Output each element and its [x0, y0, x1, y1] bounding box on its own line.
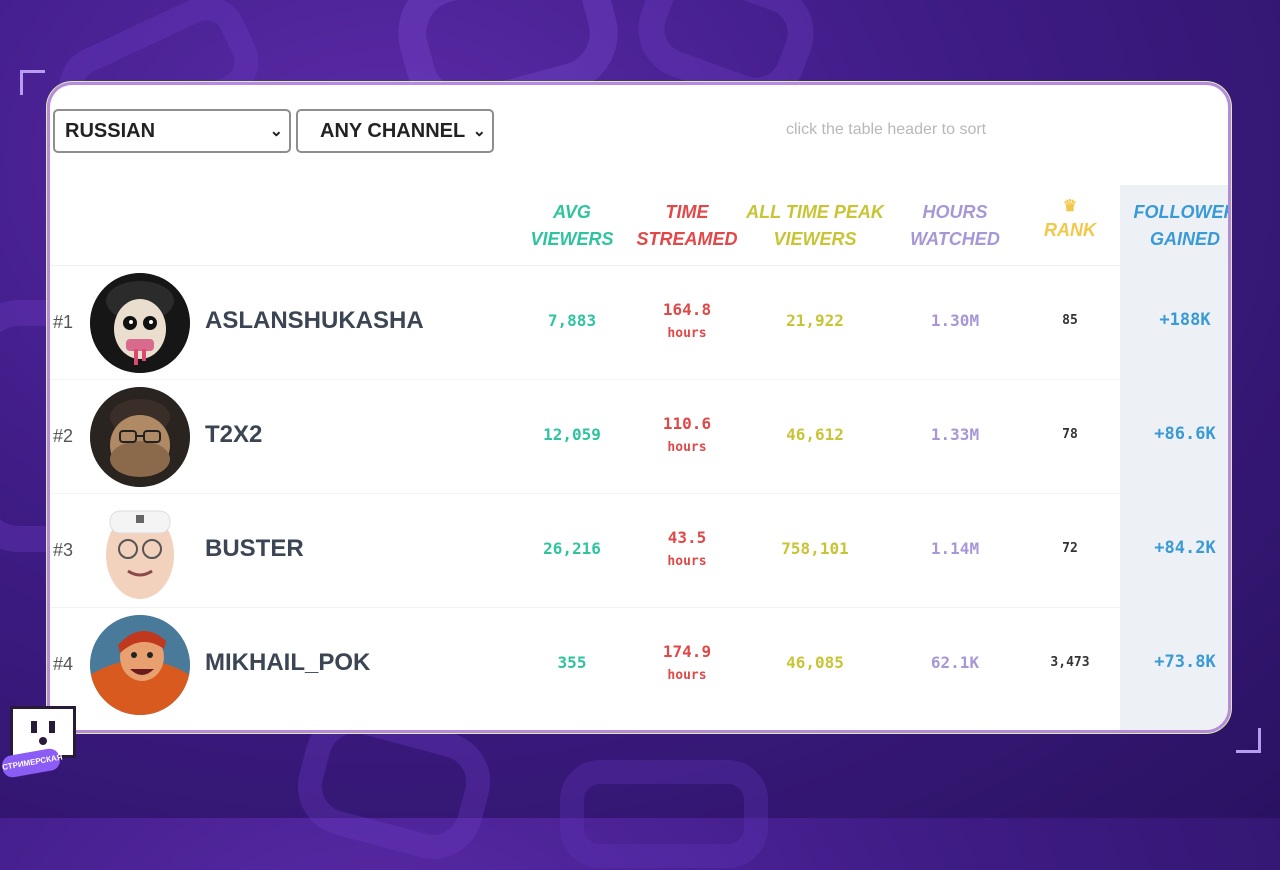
avatar-image [106, 510, 174, 599]
peak-viewers-value: 758,101 [781, 539, 849, 558]
avatar[interactable] [90, 615, 190, 715]
followers-gained-value: +84.2K [1154, 538, 1216, 558]
row-divider [50, 493, 1120, 494]
logo-eye [31, 721, 37, 733]
time-value: 164.8 [662, 300, 712, 319]
time-streamed-value: 110.6 hours [635, 412, 739, 460]
avg-viewers-value: 12,059 [543, 425, 601, 444]
avg-viewers-value: 7,883 [547, 311, 597, 330]
header-line: WATCHED [910, 229, 1000, 249]
followers-gained-value: +73.8K [1154, 652, 1216, 672]
peak-viewers-value: 46,085 [786, 653, 844, 672]
rank-value: 72 [1062, 541, 1078, 556]
hours-watched-value: 1.33M [930, 425, 980, 444]
header-line: VIEWERS [773, 229, 857, 249]
time-streamed-value: 43.5 hours [635, 526, 739, 574]
table-row[interactable]: #3 BUSTER 26,216 43.5 hours 758,101 1.14… [50, 494, 1228, 608]
background-shape [560, 760, 768, 868]
header-line: FOLLOWER [1133, 202, 1229, 222]
time-value: 43.5 [667, 528, 707, 547]
time-unit: hours [667, 668, 707, 683]
column-header-time-streamed[interactable]: TIME STREAMED [635, 199, 739, 253]
peak-viewers-value: 46,612 [786, 425, 844, 444]
follower-column-highlight [1120, 185, 1228, 730]
header-divider [50, 265, 1120, 266]
header-line: TIME [665, 202, 709, 222]
sort-hint: click the table header to sort [786, 121, 987, 138]
time-unit: hours [667, 440, 707, 455]
hours-watched-value: 62.1K [930, 653, 980, 672]
header-line: RANK [1044, 220, 1096, 240]
avg-viewers-value: 355 [557, 653, 587, 672]
avg-viewers-value: 26,216 [543, 539, 601, 558]
row-divider [50, 607, 1120, 608]
table-row[interactable]: #4 MIKHAIL_POK 355 174.9 hours 46,085 62… [50, 608, 1228, 722]
column-header-followers-gained[interactable]: FOLLOWER GAINED [1125, 199, 1229, 253]
crown-icon: ♛ [1062, 198, 1078, 215]
row-position: #4 [53, 654, 74, 674]
rank-value: 85 [1062, 313, 1078, 328]
row-position: #2 [53, 426, 74, 446]
header-line: AVG [553, 202, 591, 222]
followers-gained-value: +188K [1159, 310, 1211, 330]
streamer-name[interactable]: T2X2 [205, 421, 263, 448]
time-unit: hours [667, 326, 707, 341]
time-value: 174.9 [662, 642, 712, 661]
header-line: VIEWERS [530, 229, 614, 249]
peak-viewers-value: 21,922 [786, 311, 844, 330]
frame-corner-bottom-right [1236, 728, 1261, 753]
channel-select[interactable]: ANY CHANNEL ⌄ [296, 109, 494, 153]
avatar-image [90, 273, 190, 373]
avatar[interactable] [90, 387, 190, 487]
chevron-down-icon: ⌄ [472, 123, 486, 140]
streamer-name[interactable]: MIKHAIL_POK [205, 649, 371, 676]
table-row[interactable]: #2 T2X2 12,059 110.6 hours 46,612 1.33M … [50, 380, 1228, 494]
frame-corner-top-left [20, 70, 45, 95]
column-header-rank[interactable]: ♛ RANK [1025, 197, 1115, 244]
logo-eye [49, 721, 55, 733]
time-streamed-value: 164.8 hours [635, 298, 739, 346]
row-divider [50, 379, 1120, 380]
followers-gained-value: +86.6K [1154, 424, 1216, 444]
column-header-hours-watched[interactable]: HOURS WATCHED [900, 199, 1010, 253]
column-header-peak-viewers[interactable]: ALL TIME PEAK VIEWERS [745, 199, 885, 253]
header-line: STREAMED [636, 229, 738, 249]
header-line: ALL TIME PEAK [746, 202, 884, 222]
hours-watched-value: 1.30M [930, 311, 980, 330]
avatar[interactable] [90, 501, 190, 601]
header-line: GAINED [1149, 229, 1220, 249]
chevron-down-icon: ⌄ [269, 123, 283, 140]
table-row[interactable]: #1 ASLANSHUKASHA 7,883 164.8 hours 21,92… [50, 266, 1228, 380]
time-unit: hours [667, 554, 707, 569]
leaderboard-card: RUSSIAN ⌄ ANY CHANNEL ⌄ click the table … [50, 85, 1228, 730]
column-header-avg-viewers[interactable]: AVG VIEWERS [520, 199, 624, 253]
channel-select-value: ANY CHANNEL [320, 119, 466, 142]
time-value: 110.6 [662, 414, 712, 433]
language-select-value: RUSSIAN [65, 119, 156, 142]
rank-value: 78 [1062, 427, 1078, 442]
avatar[interactable] [90, 273, 190, 373]
row-position: #3 [53, 540, 74, 560]
hours-watched-value: 1.14M [930, 539, 980, 558]
avatar-image [90, 387, 190, 487]
avatar-image [90, 615, 190, 715]
streamer-name[interactable]: ASLANSHUKASHA [205, 307, 424, 334]
language-select[interactable]: RUSSIAN ⌄ [53, 109, 291, 153]
header-line: HOURS [922, 202, 988, 222]
streamer-name[interactable]: BUSTER [205, 535, 304, 562]
time-streamed-value: 174.9 hours [635, 640, 739, 688]
row-position: #1 [53, 312, 74, 332]
logo-mouth [39, 737, 47, 745]
rank-value: 3,473 [1050, 655, 1090, 670]
